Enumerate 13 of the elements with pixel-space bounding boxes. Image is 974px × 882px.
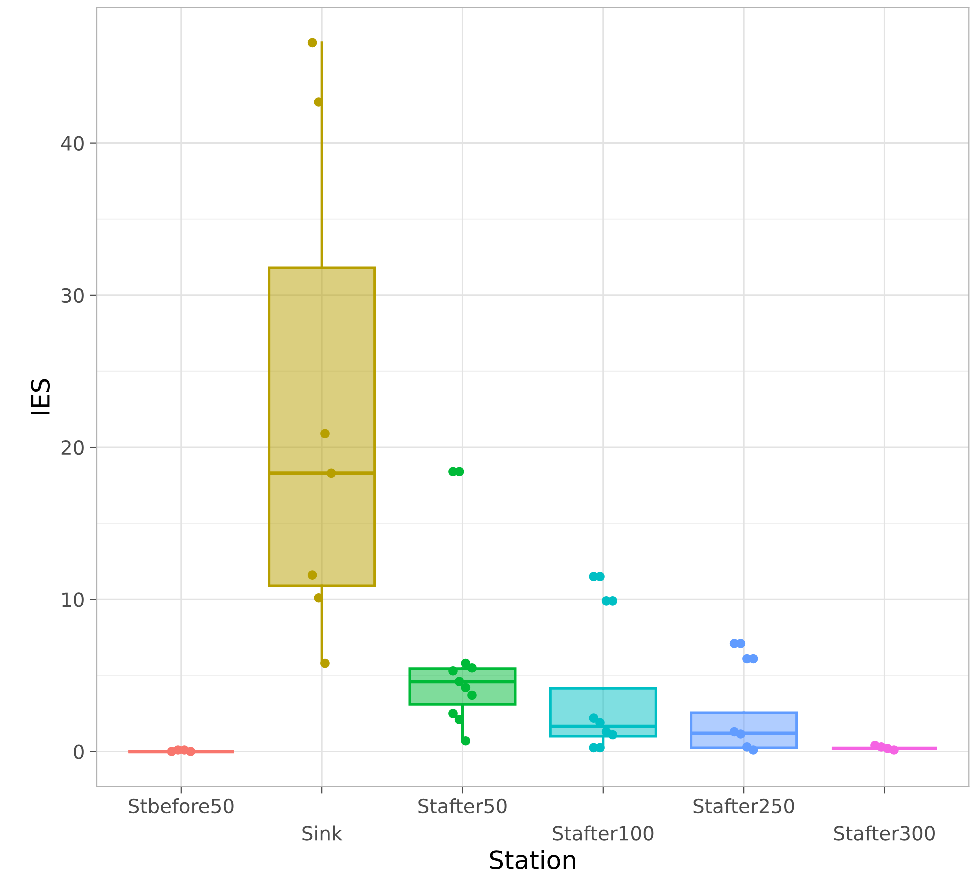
y-tick-label: 30 <box>62 288 84 304</box>
x-tick-label: Stafter100 <box>553 826 654 841</box>
x-tick-label: Sink <box>302 826 343 841</box>
y-tick-label: 40 <box>61 136 84 151</box>
x-tick-label: Stafter50 <box>418 798 507 814</box>
y-tick-label: 0 <box>74 744 84 760</box>
y-tick-label: 10 <box>62 592 84 608</box>
x-tick-label: Stafter300 <box>834 826 935 841</box>
x-tick-label: Stafter250 <box>694 798 794 814</box>
x-axis-title: Station <box>490 850 576 870</box>
x-tick-label: Stbefore50 <box>129 798 234 814</box>
y-tick-label: 20 <box>62 440 84 456</box>
y-axis-title: IES <box>31 379 50 414</box>
